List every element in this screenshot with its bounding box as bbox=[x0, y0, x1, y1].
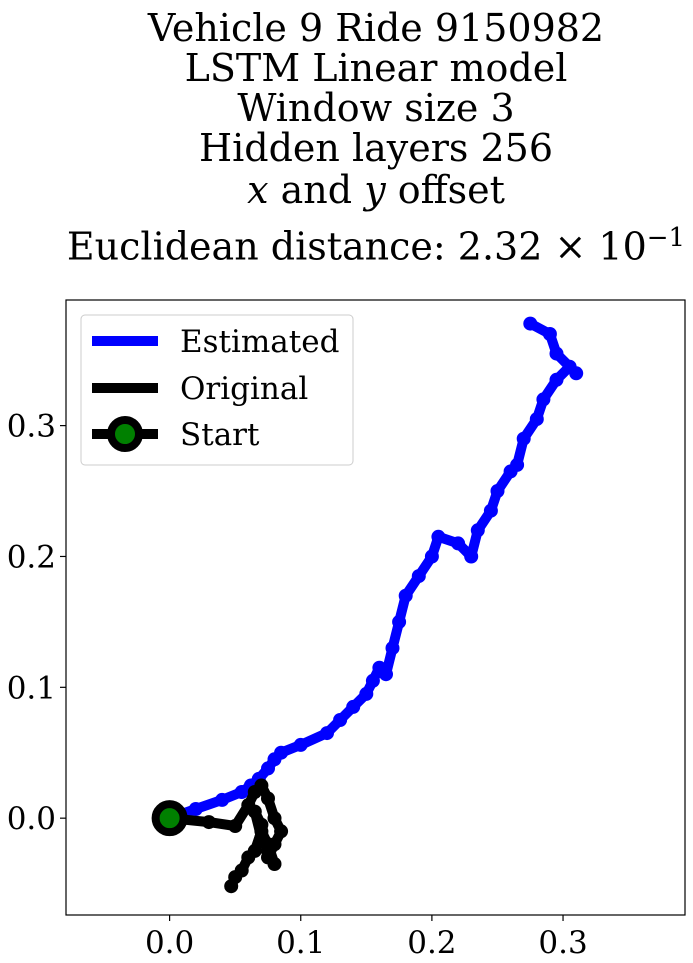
chart-title-line-1: Vehicle 9 Ride 9150982 bbox=[147, 6, 605, 50]
legend-label-estimated: Estimated bbox=[180, 324, 339, 360]
legend-label-start: Start bbox=[180, 417, 260, 453]
point-estimated-12 bbox=[346, 699, 361, 714]
point-estimated-30 bbox=[516, 431, 531, 446]
point-estimated-19 bbox=[398, 588, 413, 603]
point-estimated-13 bbox=[359, 686, 374, 701]
point-estimated-8 bbox=[274, 745, 289, 760]
point-estimated-17 bbox=[385, 641, 400, 656]
point-original-2 bbox=[228, 819, 243, 833]
chart-title-line-6: Euclidean distance: 2.32 × 10−1 bbox=[0, 218, 693, 267]
point-original-12 bbox=[247, 804, 262, 819]
point-original-19 bbox=[241, 850, 256, 865]
start-marker bbox=[151, 800, 188, 837]
chart-title-line-3: Window size 3 bbox=[237, 86, 515, 130]
title-distance-text: Euclidean distance: 2.32 bbox=[66, 224, 543, 269]
point-estimated-10 bbox=[320, 726, 334, 741]
point-original-6 bbox=[261, 791, 275, 806]
point-original-1 bbox=[201, 815, 216, 830]
point-estimated-11 bbox=[333, 713, 348, 727]
x-tick-label-1: 0.1 bbox=[276, 925, 325, 961]
point-original-15 bbox=[267, 857, 282, 871]
legend-label-original: Original bbox=[180, 371, 308, 407]
point-estimated-38 bbox=[523, 316, 538, 331]
series-layer bbox=[151, 316, 584, 894]
y-tick-label-0: 0.0 bbox=[7, 801, 56, 837]
point-estimated-1 bbox=[188, 802, 203, 816]
title-and: and bbox=[268, 168, 365, 212]
point-estimated-31 bbox=[529, 412, 544, 427]
point-estimated-27 bbox=[490, 484, 505, 498]
chart-title-line-5: x and y offset bbox=[0, 170, 693, 210]
title-y-var: y bbox=[364, 168, 386, 212]
point-estimated-32 bbox=[536, 392, 551, 407]
legend-marker-start bbox=[107, 416, 143, 452]
point-estimated-29 bbox=[510, 457, 525, 472]
point-estimated-22 bbox=[431, 529, 446, 544]
point-estimated-14 bbox=[365, 673, 380, 688]
point-estimated-33 bbox=[549, 372, 564, 387]
point-original-5 bbox=[254, 778, 269, 793]
point-estimated-36 bbox=[549, 346, 564, 361]
point-estimated-24 bbox=[464, 549, 479, 564]
x-tick-label-0: 0.0 bbox=[145, 925, 194, 961]
x-axis: 0.0 0.1 0.2 0.3 bbox=[145, 915, 588, 961]
y-tick-label-3: 0.3 bbox=[7, 409, 56, 445]
x-tick-label-2: 0.2 bbox=[407, 925, 456, 961]
title-distance-times: × 10 bbox=[542, 224, 647, 269]
point-original-8 bbox=[274, 824, 289, 839]
point-estimated-26 bbox=[483, 503, 498, 518]
point-estimated-35 bbox=[569, 366, 584, 381]
point-original-17 bbox=[254, 824, 269, 839]
legend-box bbox=[80, 314, 354, 466]
point-estimated-2 bbox=[215, 792, 230, 807]
x-tick-label-3: 0.3 bbox=[538, 925, 587, 961]
point-estimated-21 bbox=[424, 549, 439, 564]
y-tick-label-2: 0.2 bbox=[7, 539, 56, 575]
point-original-7 bbox=[267, 811, 282, 826]
point-estimated-16 bbox=[379, 667, 393, 682]
legend: Estimated Original Start bbox=[80, 314, 354, 466]
title-distance-exponent: −1 bbox=[646, 223, 686, 253]
chart-title-line-2: LSTM Linear model bbox=[184, 46, 568, 90]
point-estimated-20 bbox=[411, 569, 426, 584]
chart-title-line-4: Hidden layers 256 bbox=[198, 126, 554, 170]
point-estimated-18 bbox=[392, 614, 407, 629]
title-offset-word: offset bbox=[385, 168, 505, 212]
point-estimated-25 bbox=[470, 523, 485, 538]
point-estimated-23 bbox=[451, 536, 466, 551]
point-original-22 bbox=[224, 879, 239, 894]
title-x-var: x bbox=[247, 168, 269, 212]
y-axis: 0.0 0.1 0.2 0.3 bbox=[7, 409, 66, 837]
point-estimated-9 bbox=[293, 737, 308, 752]
point-estimated-37 bbox=[542, 327, 557, 341]
plot-frame bbox=[65, 299, 686, 916]
point-original-16 bbox=[261, 837, 275, 852]
y-tick-label-1: 0.1 bbox=[7, 670, 56, 706]
